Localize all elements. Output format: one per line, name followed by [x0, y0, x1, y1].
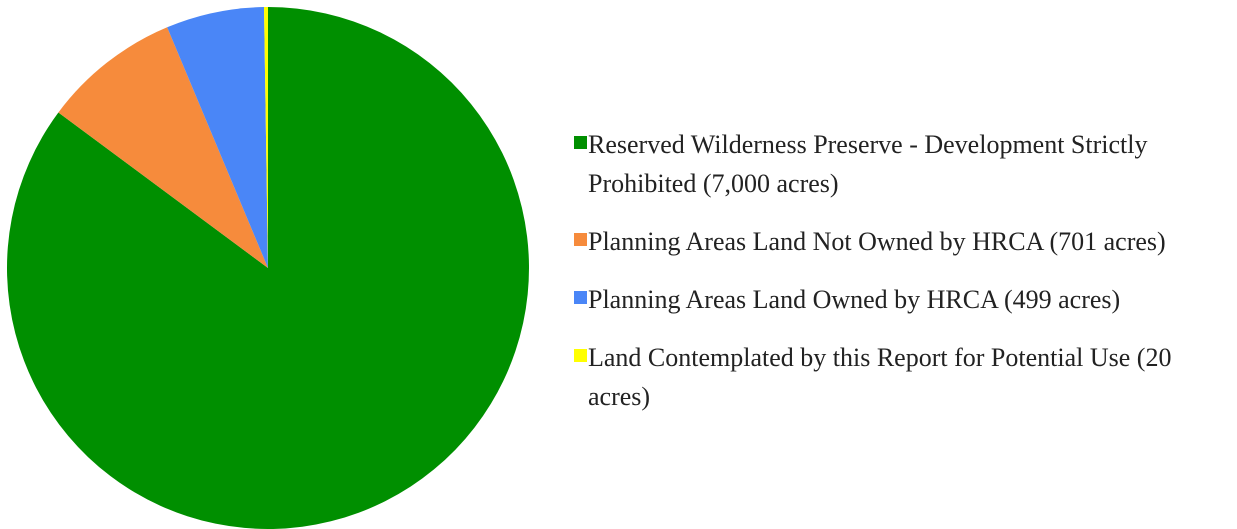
legend-swatch	[574, 349, 587, 362]
pie-slice	[264, 7, 268, 268]
legend-entry: Reserved Wilderness Preserve - Developme…	[574, 125, 1224, 203]
legend-label: Planning Areas Land Owned by HRCA (499 a…	[588, 285, 1121, 314]
legend-entry: Planning Areas Land Owned by HRCA (499 a…	[574, 280, 1224, 319]
legend-swatch	[574, 291, 587, 304]
pie-slice	[58, 27, 268, 268]
legend-swatch	[574, 233, 587, 246]
legend-label: Reserved Wilderness Preserve - Developme…	[588, 130, 1148, 198]
legend-entry: Planning Areas Land Not Owned by HRCA (7…	[574, 222, 1224, 261]
legend: Reserved Wilderness Preserve - Developme…	[574, 125, 1224, 416]
legend-swatch	[574, 136, 587, 149]
legend-entry: Land Contemplated by this Report for Pot…	[574, 338, 1224, 416]
legend-label: Planning Areas Land Not Owned by HRCA (7…	[588, 227, 1166, 256]
pie-slice	[6, 7, 529, 529]
pie-slice	[167, 7, 268, 269]
legend-label: Land Contemplated by this Report for Pot…	[588, 343, 1172, 411]
pie	[6, 7, 529, 529]
